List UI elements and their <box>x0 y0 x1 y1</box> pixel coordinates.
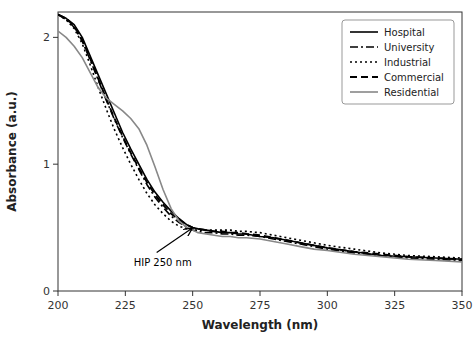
series-line <box>58 31 462 262</box>
legend-label: University <box>384 42 435 53</box>
x-tick-label: 300 <box>317 299 338 312</box>
x-tick <box>394 291 395 296</box>
legend-swatch <box>350 76 378 78</box>
legend-label: Industrial <box>384 57 431 68</box>
y-tick-label: 0 <box>43 285 50 298</box>
legend-label: Hospital <box>384 27 425 38</box>
series-line <box>58 15 462 258</box>
x-tick <box>260 291 261 296</box>
series-line <box>58 15 462 260</box>
x-tick-label: 350 <box>452 299 473 312</box>
y-tick <box>53 164 58 165</box>
x-tick <box>58 291 59 296</box>
legend-swatch <box>350 91 378 93</box>
plot-frame <box>58 12 462 291</box>
legend-box <box>342 20 454 104</box>
x-tick <box>125 291 126 296</box>
x-tick-label: 225 <box>115 299 136 312</box>
annotation-text: HIP 250 nm <box>134 257 192 268</box>
x-tick <box>462 291 463 296</box>
chart: 200 225 250 275 300 325 350 0 1 2 Wavelength (nm) A… <box>0 0 474 337</box>
y-tick <box>53 291 58 292</box>
x-tick-label: 325 <box>384 299 405 312</box>
x-tick <box>192 291 193 296</box>
y-tick-label: 1 <box>43 158 50 171</box>
legend-label: Residential <box>384 87 439 98</box>
y-tick-label: 2 <box>43 31 50 44</box>
legend-swatch <box>350 31 378 33</box>
legend-swatch <box>350 61 378 63</box>
legend: Hospital University Industrial Commercial Re… <box>342 20 454 104</box>
legend-label: Commercial <box>384 72 444 83</box>
x-tick-label: 250 <box>182 299 203 312</box>
y-axis-label: Absorbance (a.u.) <box>5 91 19 212</box>
legend-swatch <box>350 46 378 48</box>
series-line <box>58 15 462 261</box>
lines <box>58 15 462 262</box>
x-tick-label: 200 <box>48 299 69 312</box>
x-tick-label: 275 <box>250 299 271 312</box>
series-line <box>58 15 462 260</box>
annotation-arrow <box>157 229 192 253</box>
y-tick <box>53 37 58 38</box>
x-tick <box>327 291 328 296</box>
x-axis-label: Wavelength (nm) <box>202 318 319 332</box>
